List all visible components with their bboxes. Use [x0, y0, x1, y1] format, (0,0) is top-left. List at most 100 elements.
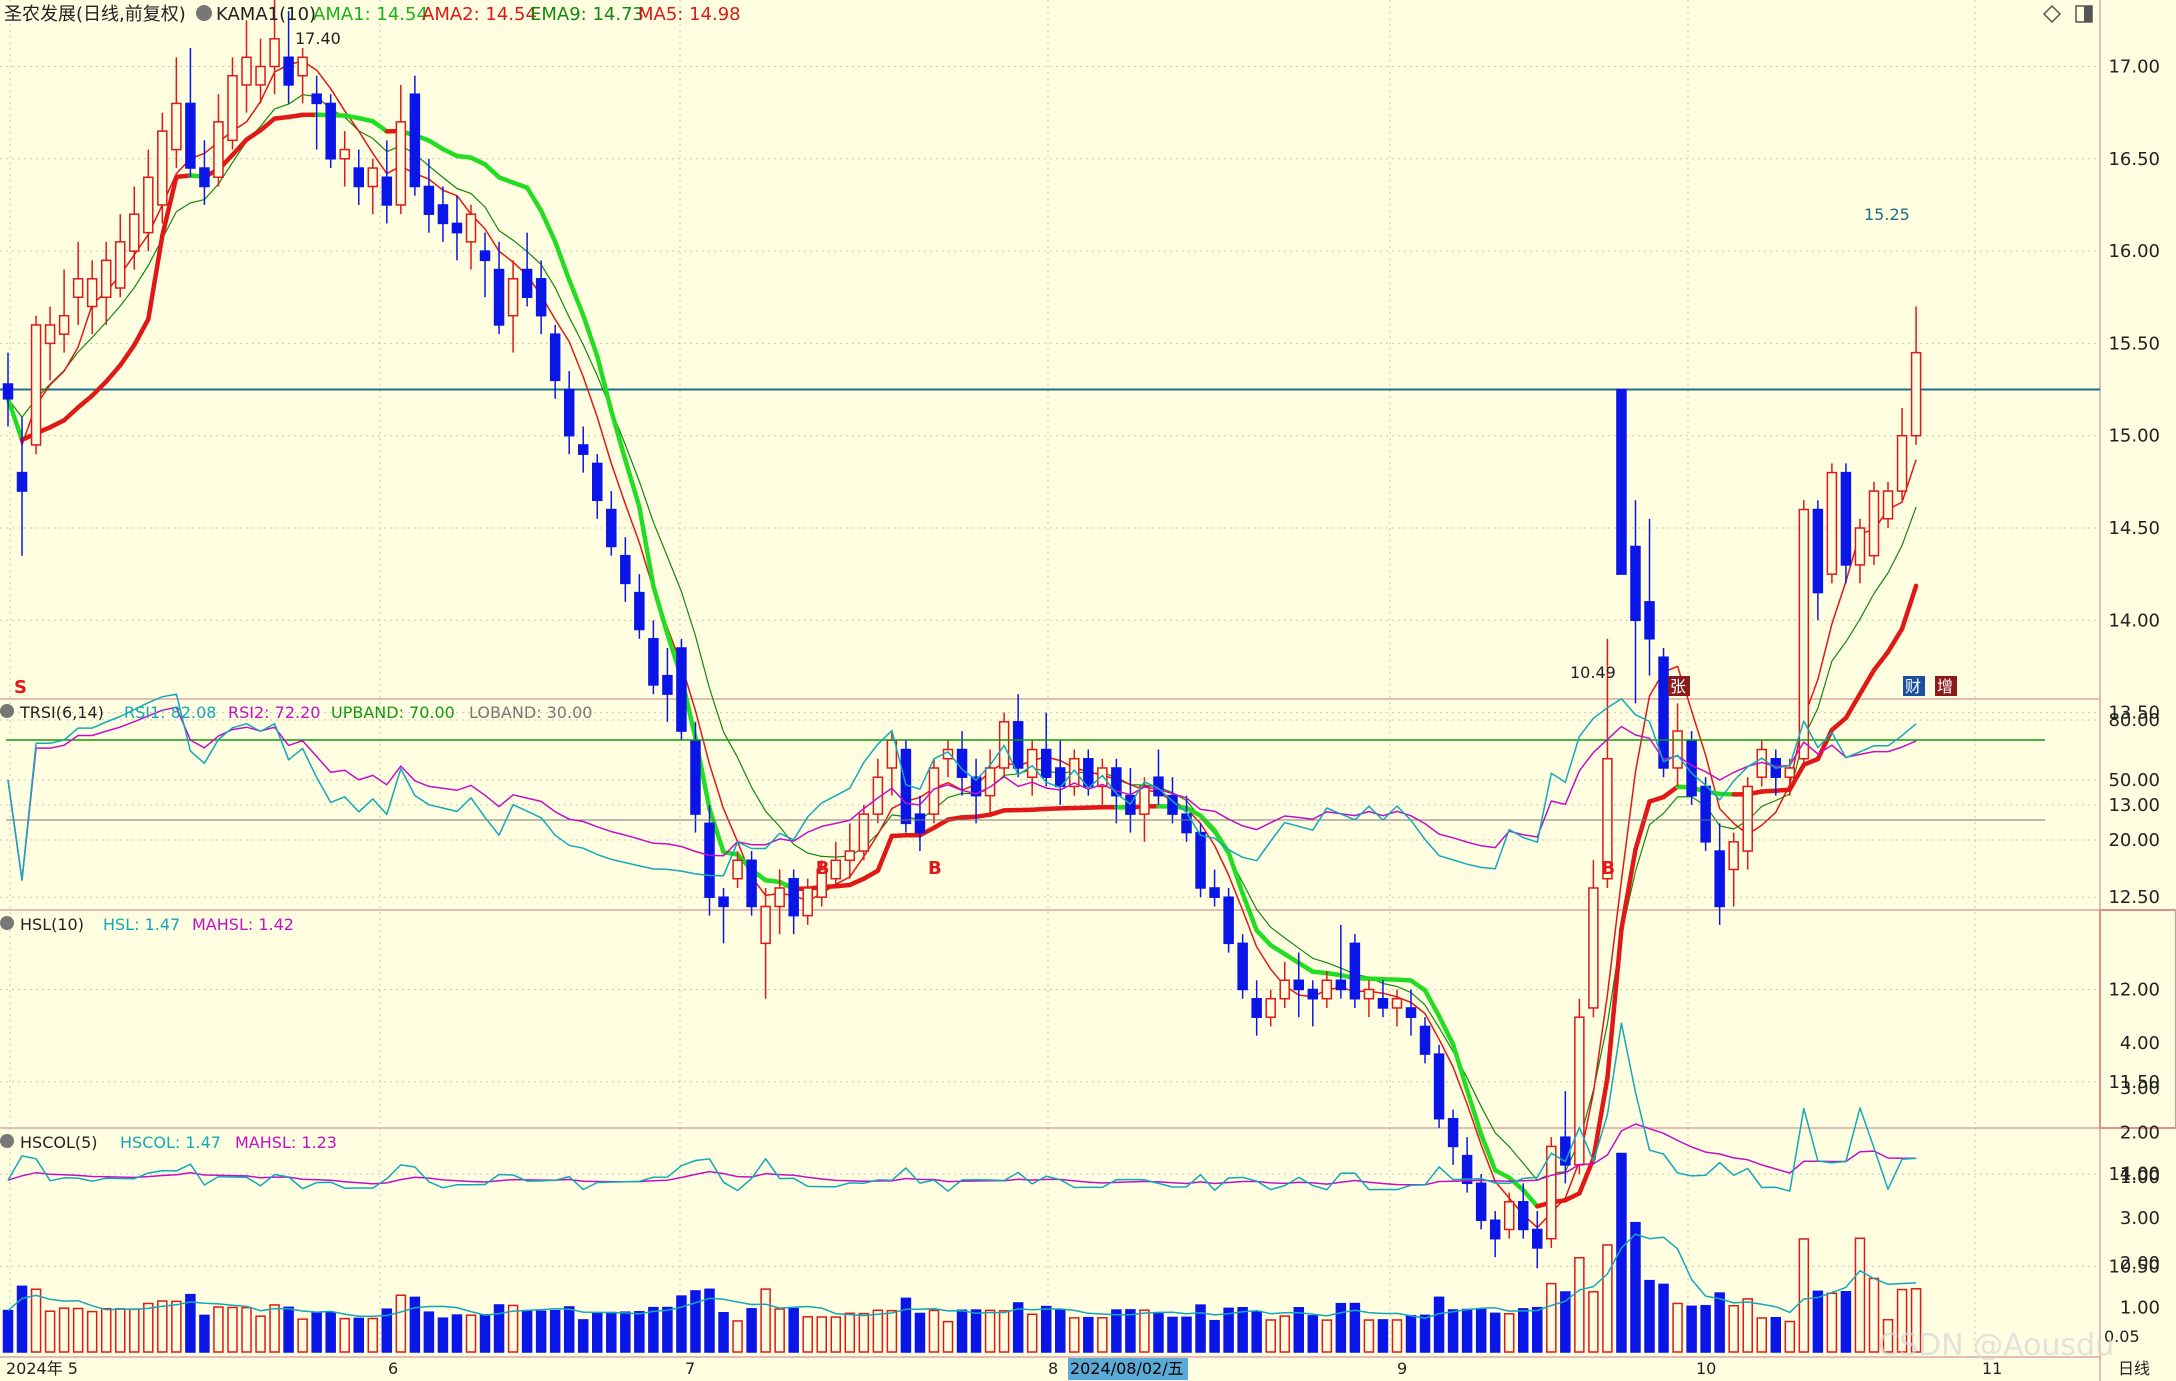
ama-line-segment	[1885, 626, 1905, 655]
hscol-bar	[956, 1309, 968, 1353]
price-panel: 15.25 17.40 10.49 S 张 财 增	[0, 0, 2100, 1269]
candle	[129, 213, 140, 252]
hscol-bar	[1882, 1318, 1894, 1353]
y-tick-label: 12.50	[2108, 887, 2160, 908]
hscol-bar	[1728, 1304, 1739, 1353]
hscol-bar	[858, 1312, 870, 1353]
hscol-bar	[157, 1300, 168, 1353]
ama-line-segment	[1591, 1075, 1610, 1162]
hscol-bar	[1097, 1317, 1108, 1353]
ama-line-segment	[440, 146, 460, 159]
hscol-bar	[100, 1307, 112, 1353]
hscol-bar	[437, 1317, 449, 1353]
candle	[760, 905, 771, 945]
marker-zeng: 增	[1937, 677, 1953, 696]
cursor-date: 2024/08/02/五	[1070, 1359, 1184, 1378]
hscol-panel: HSCOL(5) HSCOL: 1.47 MAHSL: 1.23	[0, 1133, 1922, 1353]
hscol-bar	[16, 1285, 28, 1353]
ama-line-segment	[1506, 1175, 1526, 1193]
hscol-bar	[1503, 1313, 1515, 1353]
candle	[1209, 887, 1220, 898]
ama-line-segment	[1450, 1042, 1470, 1093]
hscol-bar	[900, 1297, 912, 1353]
trsi-legend-rsi2: RSI2: 72.20	[228, 703, 320, 722]
candle	[1237, 942, 1248, 991]
hscol-bar	[311, 1312, 322, 1353]
ama-line-segment	[1787, 762, 1807, 792]
trsi-legend-upband: UPBAND: 70.00	[331, 703, 455, 722]
ama-line-segment	[1198, 813, 1217, 833]
hscol-bar	[353, 1317, 364, 1353]
hscol-bar	[1026, 1313, 1038, 1353]
period-label[interactable]: 日线	[2118, 1359, 2150, 1378]
hscol-bar	[1672, 1302, 1683, 1353]
hsl-indicator-name: HSL(10)	[20, 915, 84, 934]
ama-line-segment	[47, 418, 67, 430]
hscol-bar	[297, 1318, 308, 1353]
y-tick-label: 16.00	[2108, 241, 2160, 262]
ama-line-segment	[356, 115, 376, 124]
hscol-bar	[423, 1311, 435, 1353]
candle	[255, 65, 266, 86]
hscol-bar	[816, 1316, 827, 1353]
hscol-bar	[1588, 1291, 1599, 1353]
candle	[1447, 1117, 1459, 1148]
stock-title: 圣农发展(日线,前复权)	[4, 4, 186, 25]
y-tick-label-bottom: 0.05	[2104, 1327, 2140, 1346]
ama-line-segment	[1422, 988, 1442, 1019]
hscol-bar	[1223, 1307, 1234, 1353]
hscol-bar	[1335, 1302, 1347, 1353]
candle	[1868, 490, 1880, 557]
hscol-bar	[634, 1311, 645, 1353]
candle	[157, 130, 168, 206]
hscol-bar	[1181, 1316, 1192, 1353]
hscol-bar	[606, 1311, 617, 1353]
candle	[1055, 767, 1066, 788]
hscol-bar	[1363, 1319, 1375, 1353]
hscol-bar	[563, 1306, 575, 1353]
candle	[1195, 831, 1206, 889]
trsi-signal: B	[1601, 858, 1615, 879]
high-price-label: 17.40	[295, 29, 341, 48]
candle	[802, 887, 813, 917]
ama-line-segment	[117, 342, 137, 368]
ama-line-segment	[272, 114, 291, 121]
candle	[1181, 813, 1192, 834]
ama-line-segment	[1296, 960, 1316, 974]
hscol-bar	[844, 1312, 856, 1353]
hscol-bar	[1040, 1305, 1052, 1353]
ama-line-segment	[1366, 976, 1386, 982]
candle	[1798, 508, 1810, 760]
hscol-bar	[1784, 1320, 1796, 1353]
ama-line-segment	[538, 208, 558, 244]
y-tick-label: 4.00	[2120, 1164, 2160, 1185]
x-axis: 2024年 5 6 7 8 2024/08/02/五 9 10 11 日线	[6, 1358, 2150, 1380]
hscol-bar	[283, 1306, 294, 1353]
candle	[1910, 351, 1922, 437]
hscol-bar	[479, 1314, 491, 1353]
ama-line-segment	[1492, 1168, 1512, 1180]
ama-line-segment	[244, 128, 263, 142]
trsi-menu-icon[interactable]	[0, 704, 14, 718]
ama-line-segment	[1759, 788, 1779, 794]
hscol-bar	[788, 1307, 799, 1353]
hscol-bar	[942, 1320, 954, 1353]
rsi2-line	[7, 706, 1917, 881]
hscol-bar	[325, 1311, 336, 1353]
ama-line-segment	[1633, 799, 1652, 852]
hscol-bar	[984, 1309, 996, 1353]
hsl-menu-icon[interactable]	[0, 916, 14, 930]
y-tick-label: 4.00	[2120, 1033, 2160, 1054]
hscol-bar	[1489, 1312, 1501, 1353]
ama-line-segment	[258, 116, 277, 133]
ama-line-segment	[132, 316, 151, 348]
main-legend-ema9: EMA9: 14.73	[530, 4, 644, 25]
candle	[1097, 767, 1108, 788]
candle	[241, 56, 252, 86]
hscol-bar	[830, 1316, 842, 1353]
diamond-icon[interactable]	[2042, 4, 2062, 24]
ama-line-segment	[917, 825, 937, 838]
indicator-menu-icon[interactable]	[196, 5, 212, 21]
hscol-menu-icon[interactable]	[0, 1134, 14, 1148]
